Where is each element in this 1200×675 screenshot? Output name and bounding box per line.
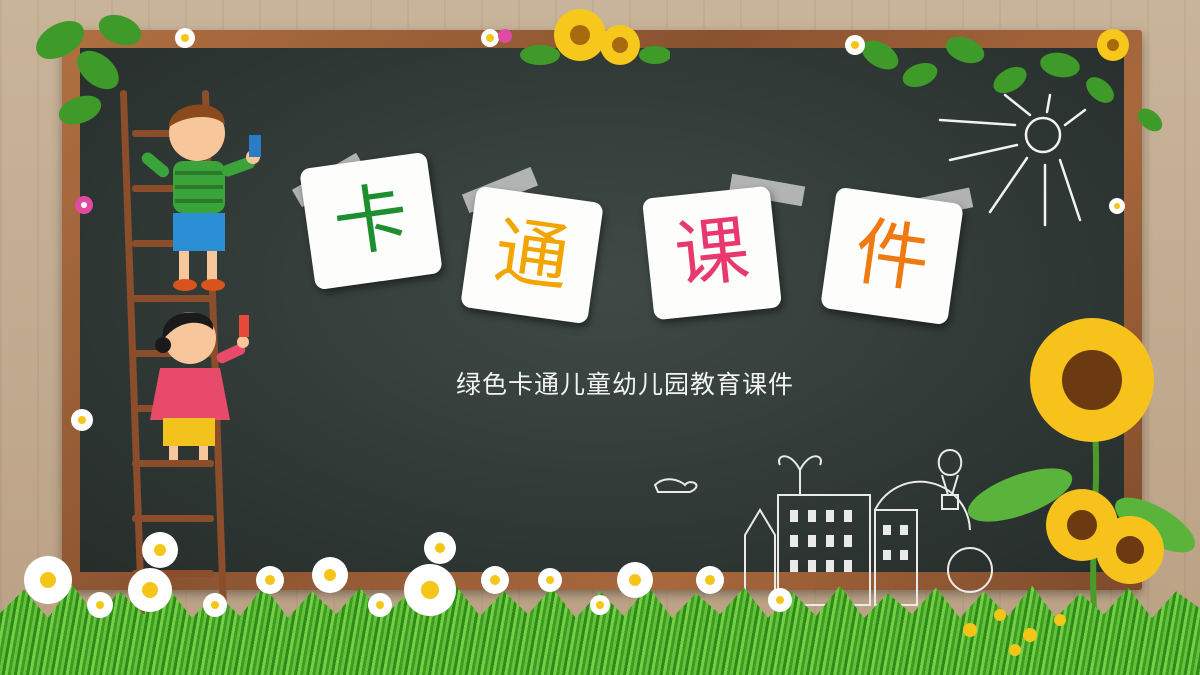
title-char-tile-2: 通 (460, 185, 604, 325)
title-char-1: 卡 (328, 173, 414, 269)
title-char-tile-3: 课 (641, 185, 783, 321)
sunflower-illustration (967, 318, 1195, 675)
title-char-2: 通 (489, 207, 575, 303)
subtitle: 绿色卡通儿童幼儿园教育课件 (455, 370, 794, 399)
girl-painting-illustration (150, 312, 249, 460)
top-flower-cluster (520, 9, 670, 65)
daisy-row (24, 532, 1066, 656)
chalk-city-drawing (653, 449, 993, 606)
title-char-4: 件 (849, 208, 935, 304)
title-char-tile-1: 卡 (299, 151, 443, 291)
vine-leaves-top (36, 14, 1163, 132)
boy-painting-illustration (141, 104, 261, 291)
chalk-sun-drawing (938, 93, 1087, 227)
title-char-3: 课 (670, 206, 754, 300)
title-char-tile-4: 件 (820, 186, 964, 326)
